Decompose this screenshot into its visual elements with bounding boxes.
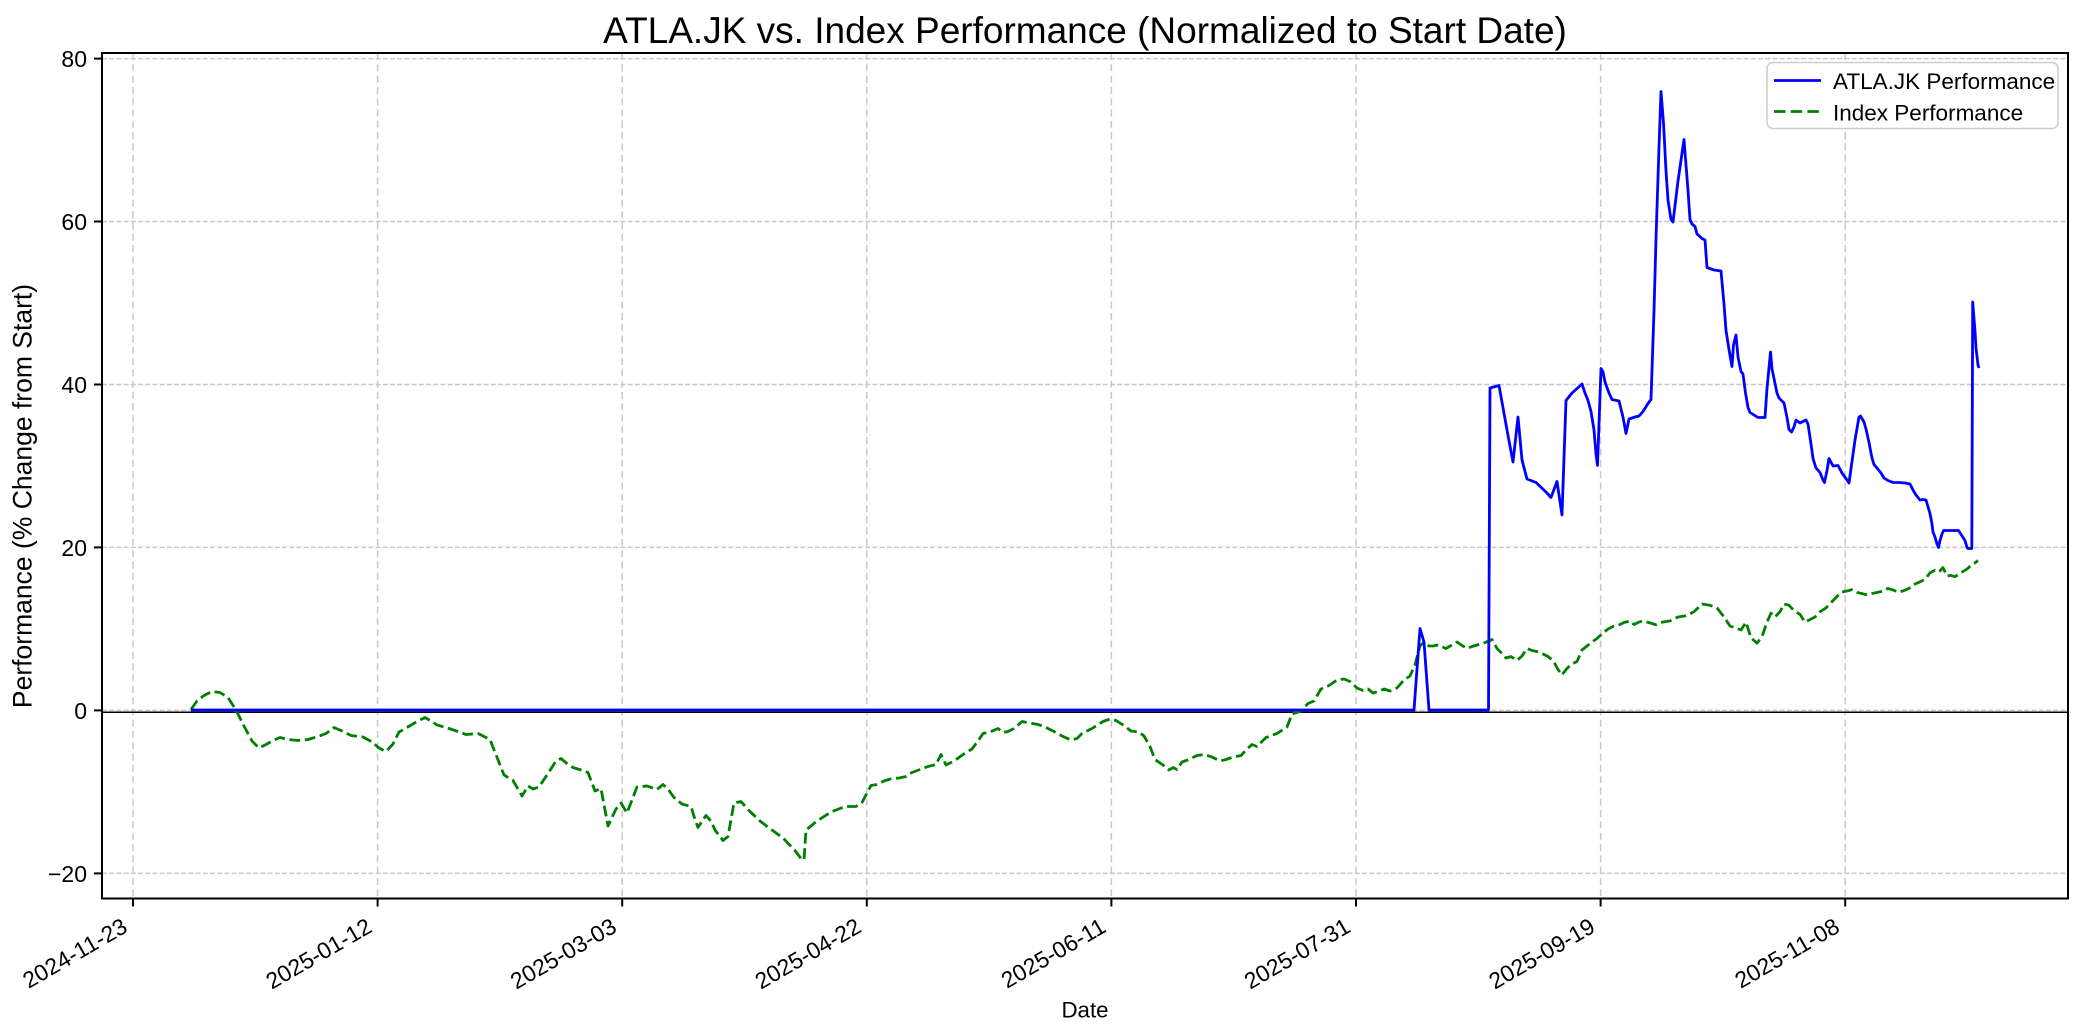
svg-text:Date: Date xyxy=(1061,998,1108,1023)
svg-text:Index Performance: Index Performance xyxy=(1833,101,2023,126)
svg-text:20: 20 xyxy=(61,535,87,561)
svg-text:40: 40 xyxy=(61,372,87,398)
svg-text:60: 60 xyxy=(61,209,87,235)
svg-text:−20: −20 xyxy=(48,861,87,887)
svg-text:ATLA.JK Performance: ATLA.JK Performance xyxy=(1833,69,2055,94)
svg-text:Performance (% Change from Sta: Performance (% Change from Start) xyxy=(8,284,38,708)
svg-text:0: 0 xyxy=(74,698,87,724)
svg-text:ATLA.JK vs. Index Performance: ATLA.JK vs. Index Performance (Normalize… xyxy=(603,10,1567,51)
svg-text:80: 80 xyxy=(61,46,87,72)
